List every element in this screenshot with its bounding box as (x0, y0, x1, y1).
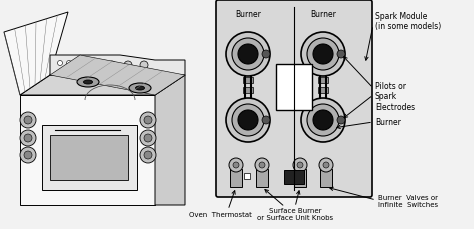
Circle shape (259, 162, 265, 168)
FancyBboxPatch shape (294, 169, 306, 187)
Circle shape (313, 44, 333, 64)
FancyBboxPatch shape (320, 169, 332, 187)
FancyBboxPatch shape (230, 169, 242, 187)
Circle shape (20, 147, 36, 163)
Circle shape (140, 147, 156, 163)
Polygon shape (50, 55, 185, 75)
Circle shape (232, 104, 264, 136)
Circle shape (255, 158, 269, 172)
FancyBboxPatch shape (256, 169, 268, 187)
FancyBboxPatch shape (50, 135, 128, 180)
Ellipse shape (129, 83, 151, 93)
Circle shape (229, 158, 243, 172)
Circle shape (91, 61, 99, 69)
Ellipse shape (77, 77, 99, 87)
Circle shape (262, 116, 270, 124)
Circle shape (313, 110, 333, 130)
Circle shape (319, 158, 333, 172)
FancyBboxPatch shape (284, 170, 304, 184)
Circle shape (226, 32, 270, 76)
Circle shape (75, 60, 81, 65)
FancyBboxPatch shape (276, 64, 312, 110)
Circle shape (337, 50, 345, 58)
Circle shape (233, 162, 239, 168)
Text: Spark Module
(in some models): Spark Module (in some models) (375, 12, 441, 31)
Text: Oven  Thermostat: Oven Thermostat (189, 212, 251, 218)
Circle shape (307, 38, 339, 70)
FancyBboxPatch shape (243, 77, 253, 83)
Circle shape (226, 98, 270, 142)
FancyBboxPatch shape (318, 87, 328, 93)
Circle shape (140, 130, 156, 146)
Circle shape (20, 112, 36, 128)
Circle shape (66, 60, 72, 65)
FancyBboxPatch shape (42, 125, 137, 190)
FancyBboxPatch shape (20, 95, 155, 205)
Circle shape (144, 134, 152, 142)
Circle shape (24, 116, 32, 124)
Text: Burner: Burner (235, 10, 261, 19)
Circle shape (140, 112, 156, 128)
Circle shape (238, 44, 258, 64)
Circle shape (293, 158, 307, 172)
Circle shape (57, 60, 63, 65)
Text: Pilots or
Spark
Electrodes: Pilots or Spark Electrodes (375, 82, 415, 112)
Text: Surface Burner
or Surface Unit Knobs: Surface Burner or Surface Unit Knobs (257, 208, 333, 221)
Ellipse shape (136, 86, 145, 90)
Circle shape (20, 130, 36, 146)
Circle shape (297, 162, 303, 168)
Text: Burner: Burner (375, 118, 401, 127)
Circle shape (262, 50, 270, 58)
FancyBboxPatch shape (243, 87, 253, 93)
Polygon shape (4, 12, 68, 95)
FancyBboxPatch shape (216, 0, 372, 197)
Polygon shape (20, 75, 185, 95)
Circle shape (24, 151, 32, 159)
Circle shape (144, 151, 152, 159)
Circle shape (307, 104, 339, 136)
Polygon shape (50, 55, 185, 95)
Circle shape (232, 38, 264, 70)
Circle shape (140, 61, 148, 69)
Circle shape (144, 116, 152, 124)
Polygon shape (155, 75, 185, 205)
Text: Burner  Valves or
Infinite  Switches: Burner Valves or Infinite Switches (378, 195, 438, 208)
Ellipse shape (83, 80, 92, 84)
Circle shape (301, 32, 345, 76)
Circle shape (337, 116, 345, 124)
Circle shape (24, 134, 32, 142)
Circle shape (238, 110, 258, 130)
FancyBboxPatch shape (318, 77, 328, 83)
FancyBboxPatch shape (244, 173, 250, 179)
Circle shape (323, 162, 329, 168)
Circle shape (108, 61, 116, 69)
Text: Burner: Burner (310, 10, 336, 19)
Circle shape (124, 61, 132, 69)
Circle shape (301, 98, 345, 142)
